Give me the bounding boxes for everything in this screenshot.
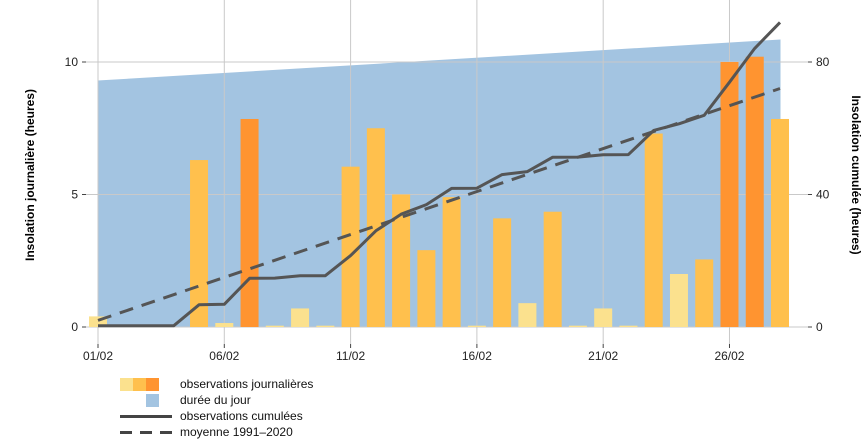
y-left-tick-label-1: 5 bbox=[71, 188, 78, 202]
y-axis-title-right: Insolation cumulée (heures) bbox=[849, 95, 863, 254]
legend-swatch-high bbox=[146, 378, 159, 391]
legend-solid-line bbox=[120, 415, 172, 418]
chart-canvas: 01/02 06/02 11/02 16/02 21/02 26/02051004080 … bbox=[23, 0, 863, 363]
legend-item-cumulative: observations cumulées bbox=[120, 408, 313, 424]
legend-label-daily: observations journalières bbox=[180, 377, 314, 391]
legend-label-daylength: durée du jour bbox=[180, 393, 251, 407]
legend-key-normal bbox=[120, 425, 172, 439]
bar-day-23 bbox=[644, 133, 663, 327]
y-left-tick-label-0: 0 bbox=[71, 320, 78, 334]
legend-dashed-line bbox=[120, 431, 172, 434]
bar-day-12 bbox=[366, 128, 385, 327]
legend-swatch-daylength bbox=[146, 394, 159, 407]
bar-day-13 bbox=[392, 194, 411, 327]
bar-day-14 bbox=[417, 250, 436, 327]
x-tick-label-2: 11/02 bbox=[336, 349, 365, 363]
y-left-tick-label-2: 10 bbox=[65, 55, 79, 69]
bar-day-9 bbox=[291, 308, 310, 327]
legend-swatch-mid bbox=[133, 378, 146, 391]
bar-day-22 bbox=[619, 325, 638, 327]
y-axis-title-left: Insolation journalière (heures) bbox=[23, 89, 37, 261]
bar-day-20 bbox=[568, 325, 587, 327]
normal-1991-2020-line bbox=[97, 87, 781, 322]
legend-key-daily-bars bbox=[120, 377, 172, 391]
bar-day-24 bbox=[669, 274, 688, 327]
bar-day-6 bbox=[215, 323, 234, 327]
x-tick-label-1: 06/02 bbox=[209, 349, 239, 363]
legend-item-daylength: durée du jour bbox=[120, 392, 313, 408]
bar-day-25 bbox=[695, 259, 714, 327]
bar-day-28 bbox=[771, 118, 789, 327]
bar-day-21 bbox=[594, 308, 613, 327]
day-length-area bbox=[97, 39, 781, 327]
legend-swatch-low bbox=[120, 378, 133, 391]
bar-day-26 bbox=[720, 62, 739, 327]
legend-key-cumulative bbox=[120, 409, 172, 423]
legend-item-daily: observations journalières bbox=[120, 376, 313, 392]
x-tick-label-4: 21/02 bbox=[588, 349, 618, 363]
y-right-tick-label-2: 80 bbox=[816, 55, 830, 69]
legend-key-daylength bbox=[120, 393, 172, 407]
y-right-tick-label-0: 0 bbox=[816, 320, 823, 334]
bar-day-7 bbox=[240, 118, 259, 327]
bar-day-16 bbox=[467, 325, 486, 327]
bar-day-18 bbox=[518, 303, 537, 327]
bar-day-5 bbox=[190, 160, 209, 327]
bar-day-10 bbox=[316, 325, 335, 327]
x-tick-label-3: 16/02 bbox=[462, 349, 492, 363]
day-length-polygon bbox=[97, 39, 781, 327]
x-tick-label-0: 01/02 bbox=[83, 349, 113, 363]
bar-day-15 bbox=[442, 197, 461, 327]
legend-item-normal: moyenne 1991–2020 bbox=[120, 424, 313, 440]
bar-day-19 bbox=[543, 211, 562, 327]
daily-bars bbox=[89, 56, 789, 327]
axis-ticks: 01/02 06/02 11/02 16/02 21/02 26/02 0 5 10 0 40 80 bbox=[65, 55, 830, 363]
bar-day-17 bbox=[493, 218, 512, 327]
cumulative-lines bbox=[97, 21, 782, 328]
legend: observations journalières durée du jour … bbox=[120, 376, 313, 440]
bar-day-1 bbox=[89, 316, 107, 327]
bar-day-8 bbox=[265, 325, 284, 327]
x-tick-label-5: 26/02 bbox=[714, 349, 744, 363]
legend-label-normal: moyenne 1991–2020 bbox=[180, 425, 293, 439]
legend-label-cumulative: observations cumulées bbox=[180, 409, 303, 423]
bar-day-27 bbox=[745, 56, 764, 327]
y-right-tick-label-1: 40 bbox=[816, 188, 830, 202]
bar-day-11 bbox=[341, 166, 360, 327]
